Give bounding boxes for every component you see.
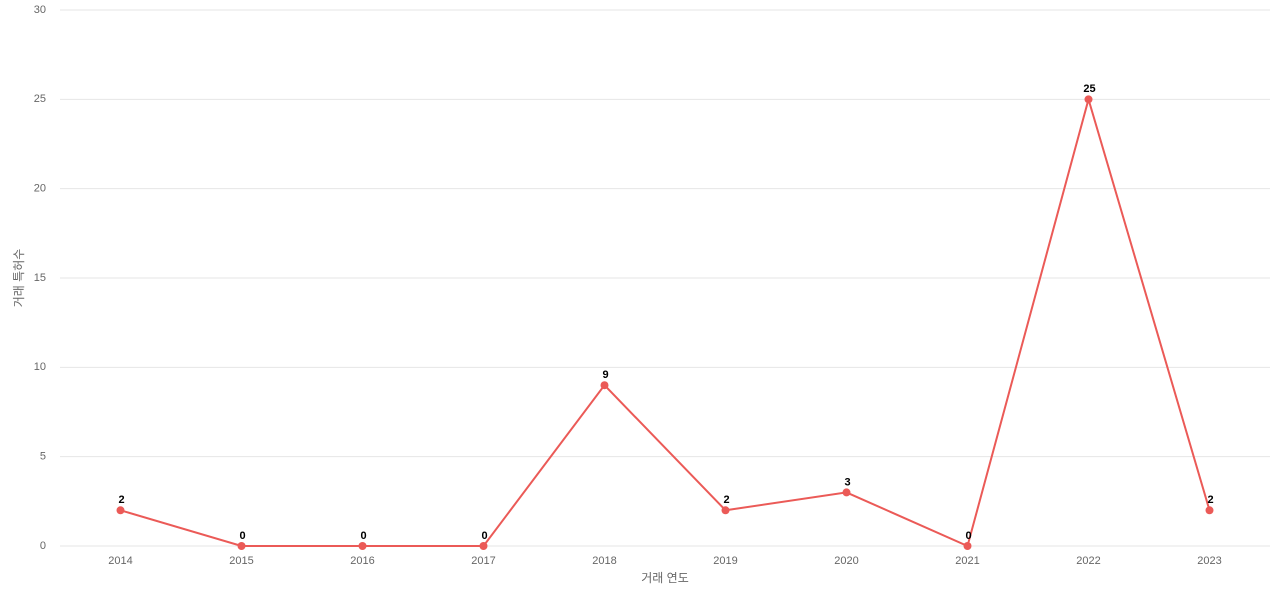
- value-label: 3: [844, 476, 850, 488]
- y-tick-label: 0: [40, 540, 46, 552]
- value-label: 2: [118, 494, 124, 506]
- x-tick-label: 2014: [108, 555, 132, 567]
- x-tick-label: 2023: [1197, 555, 1221, 567]
- value-label: 25: [1083, 83, 1095, 95]
- y-tick-label: 20: [34, 183, 46, 195]
- y-tick-label: 5: [40, 451, 46, 463]
- value-label: 2: [1207, 494, 1213, 506]
- x-axis-title: 거래 연도: [641, 571, 689, 585]
- line: [120, 95, 1211, 548]
- point: [600, 381, 609, 390]
- y-tick-label: 15: [34, 272, 46, 284]
- value-label: 0: [481, 530, 487, 542]
- x-tick-label: 2017: [471, 555, 495, 567]
- x-tick-label: 2015: [229, 555, 253, 567]
- point: [1084, 95, 1093, 104]
- value-label: 2: [723, 494, 729, 506]
- x-tick-label: 2021: [955, 555, 979, 567]
- y-tick-label: 10: [34, 361, 46, 373]
- x-tick-label: 2022: [1076, 555, 1100, 567]
- point: [963, 542, 972, 550]
- point: [479, 542, 488, 550]
- y-axis-title: 거래 특허수: [12, 249, 26, 308]
- value-label: 0: [239, 530, 245, 542]
- y-tick-label: 30: [34, 4, 46, 16]
- value-label: 0: [965, 530, 971, 542]
- point: [116, 506, 125, 515]
- value-label: 9: [602, 369, 608, 381]
- point: [1205, 506, 1214, 515]
- point: [842, 488, 851, 497]
- point: [721, 506, 730, 515]
- x-tick-label: 2019: [713, 555, 737, 567]
- y-tick-label: 25: [34, 93, 46, 105]
- x-tick-label: 2018: [592, 555, 616, 567]
- value-label: 0: [360, 530, 366, 542]
- x-tick-label: 2016: [350, 555, 374, 567]
- point: [358, 542, 367, 550]
- point: [237, 542, 246, 550]
- x-tick-label: 2020: [834, 555, 858, 567]
